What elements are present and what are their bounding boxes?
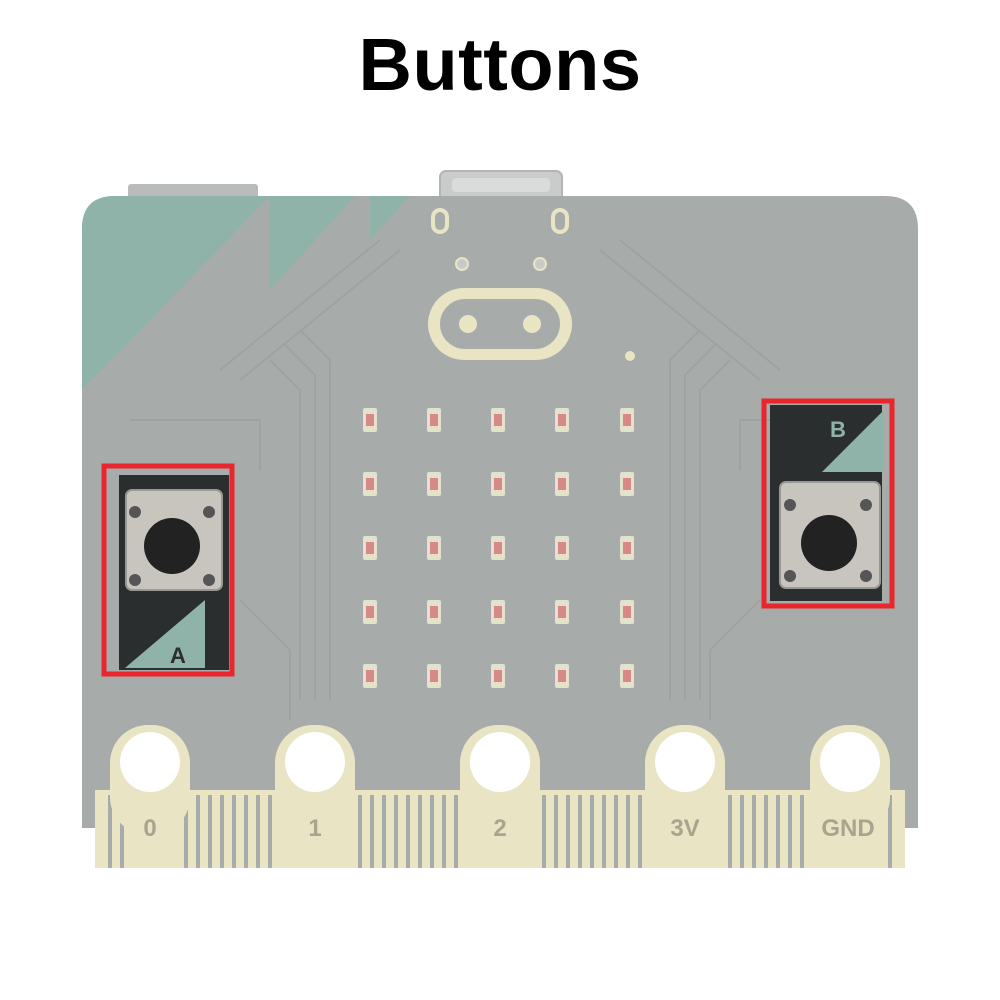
pin-label-3v: 3V [670, 815, 699, 842]
pin-label-0: 0 [143, 815, 156, 842]
led [363, 536, 377, 560]
pin-labels: 0 1 2 3V GND [143, 815, 874, 842]
logo-touch-pad [428, 288, 572, 360]
led [363, 408, 377, 432]
led [491, 472, 505, 496]
led [555, 600, 569, 624]
pin-label-1: 1 [308, 815, 321, 842]
button-b-highlight [761, 398, 895, 609]
led [427, 536, 441, 560]
led [620, 472, 634, 496]
button-b-cap [801, 515, 857, 571]
led [427, 600, 441, 624]
led [491, 536, 505, 560]
led [555, 536, 569, 560]
led [363, 664, 377, 688]
led [491, 600, 505, 624]
led-matrix [363, 408, 634, 688]
teal-corner-stripe [82, 196, 270, 390]
led [491, 664, 505, 688]
teal-triangle-a [125, 600, 205, 668]
led [555, 664, 569, 688]
pin-label-gnd: GND [821, 815, 874, 842]
pin-label-2: 2 [493, 815, 506, 842]
button-a-cap [144, 518, 200, 574]
led [555, 408, 569, 432]
pin-pads [95, 725, 905, 868]
led [427, 472, 441, 496]
led [427, 664, 441, 688]
button-b[interactable]: B [770, 405, 884, 601]
battery-connector [128, 184, 258, 198]
teal-triangle-b [822, 410, 884, 472]
teal-stripe [270, 196, 355, 290]
led [427, 408, 441, 432]
led [620, 600, 634, 624]
led [620, 408, 634, 432]
led [555, 472, 569, 496]
led [620, 664, 634, 688]
usb-connector [439, 170, 563, 202]
led [620, 536, 634, 560]
top-components [428, 208, 635, 361]
button-b-letter: B [830, 417, 846, 442]
led [363, 472, 377, 496]
led [363, 600, 377, 624]
button-a-letter: A [170, 643, 186, 668]
teal-stripe [370, 196, 410, 240]
circuit-traces [130, 239, 870, 720]
button-a[interactable]: A [119, 475, 229, 670]
button-a-highlight [101, 463, 235, 677]
led [491, 408, 505, 432]
page-title: Buttons [358, 23, 642, 106]
